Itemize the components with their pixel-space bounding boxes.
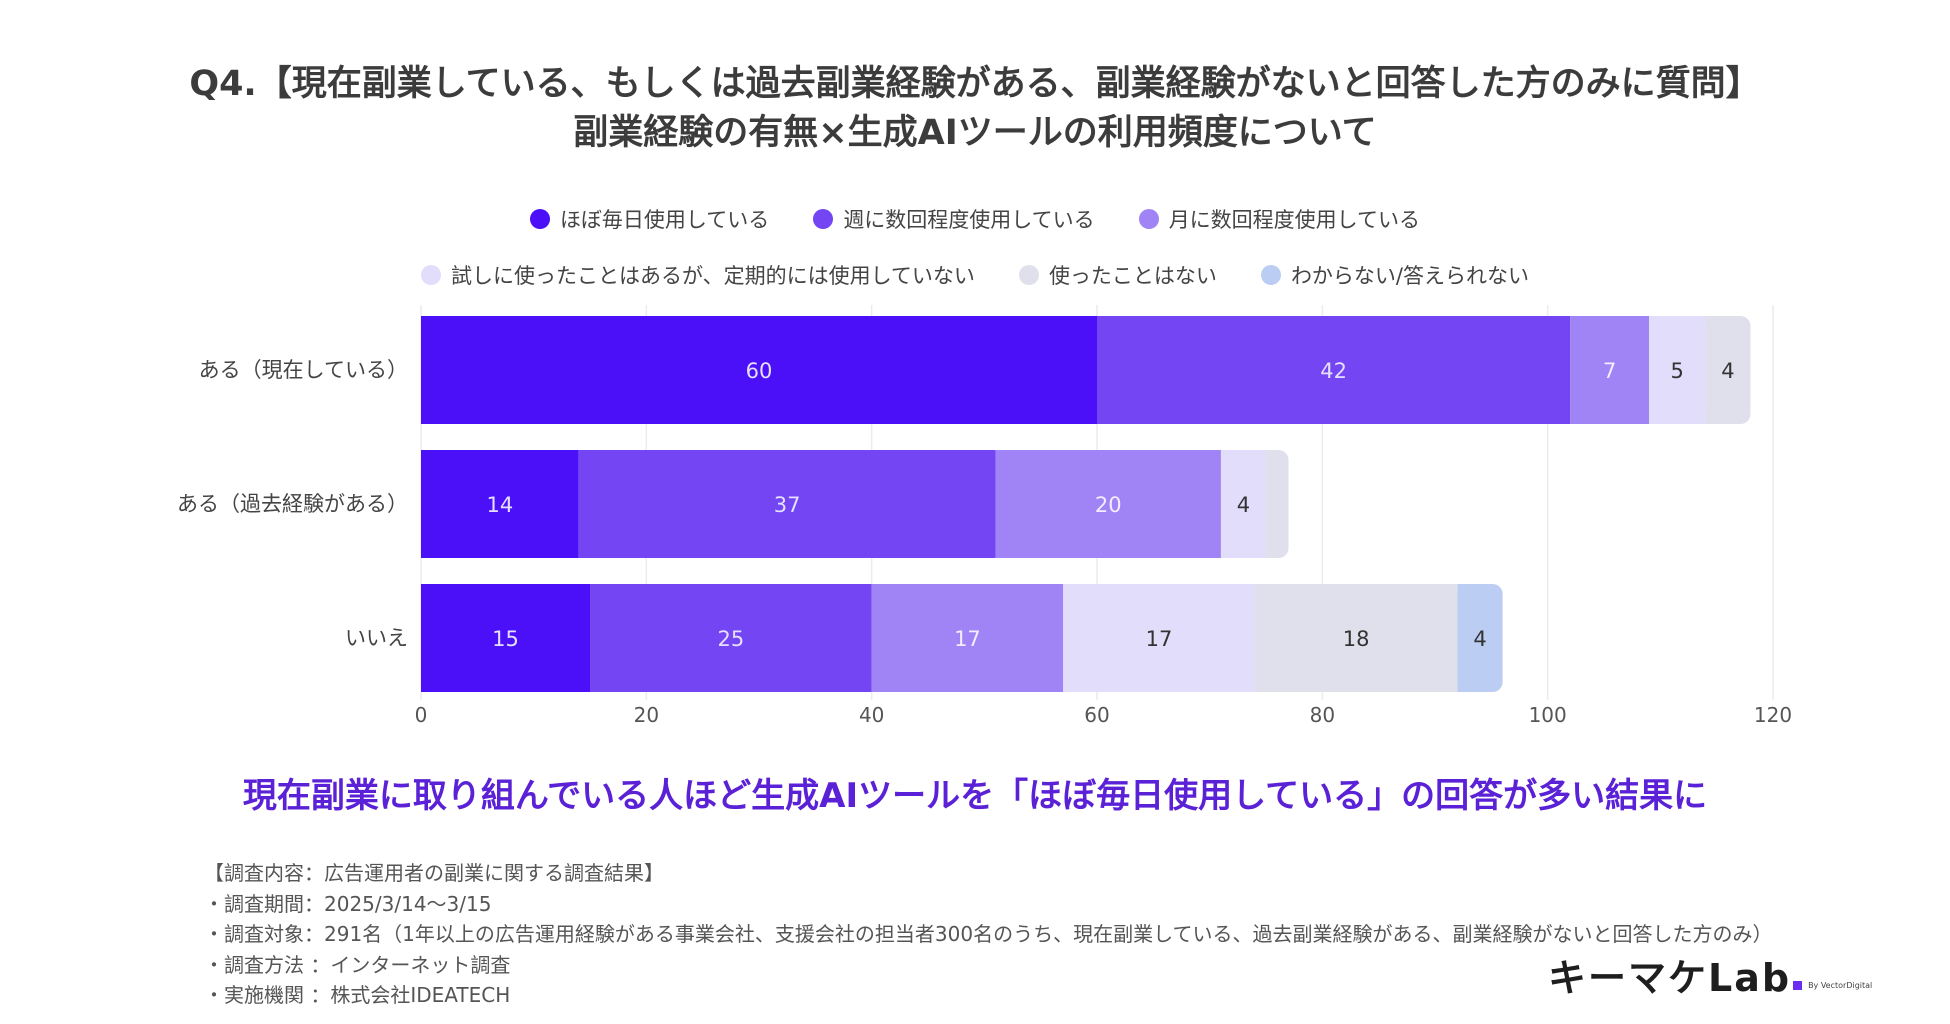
bar-segment [578,450,996,558]
legend-label: 月に数回程度使用している [1168,208,1421,232]
logo-text: キーマケLab [1548,956,1792,1000]
legend-row-2: 試しに使ったことはあるが、定期的には使用していない 使ったことはない わからない/答… [0,260,1950,290]
brand-logo: キーマケLab By VectorDigital [1548,952,1872,1000]
data-label: 25 [717,627,744,651]
legend-label: ほぼ毎日使用している [559,208,770,232]
legend-item: ほぼ毎日使用している [529,204,770,234]
bar-segment [421,584,590,692]
bar-segment [421,316,1097,424]
data-label: 20 [1095,493,1122,517]
category-label: ある（現在している） [199,358,408,382]
bar-segment [1649,316,1706,424]
chart-title-line2: 副業経験の有無×生成AIツールの利用頻度について [573,113,1377,153]
logo-subtext: By VectorDigital [1808,981,1873,990]
legend-swatch [1260,265,1281,285]
category-label: ある（過去経験がある） [177,492,408,516]
survey-note-period: ・調査期間：2025/3/14〜3/15 [204,891,492,916]
legend-label: 使ったことはない [1048,264,1217,288]
survey-note-target: ・調査対象：291名（1年以上の広告運用経験がある事業会社、支援会社の担当者30… [204,922,1773,946]
bar-segment [1570,316,1650,424]
data-label: 4 [1473,627,1486,651]
conclusion-text: 現在副業に取り組んでいる人ほど生成AIツールを「ほぼ毎日使用している」の回答が多… [242,776,1708,816]
survey-note-organization: ・実施機関 ：株式会社IDEATECH [204,983,511,1007]
data-label: 5 [1671,359,1684,383]
legend-item: 週に数回程度使用している [813,204,1095,234]
bar-segment [1097,316,1571,424]
legend-swatch [1018,265,1039,285]
legend-label: 試しに使ったことはあるが、定期的には使用していない [450,264,975,288]
legend-swatch [529,209,550,229]
bar-segment-fill [1266,450,1278,558]
legend-label: 週に数回程度使用している [843,208,1095,232]
survey-note-method: ・調査方法 ：インターネット調査 [204,952,511,977]
survey-note-content: 【調査内容：広告運用者の副業に関する調査結果】 [204,861,664,885]
data-label: 15 [492,627,519,651]
x-tick-label: 120 [1754,703,1792,727]
x-tick-label: 40 [859,703,884,727]
data-label: 17 [954,627,981,651]
stacked-bar-chart: 0 20 40 60 80 100 120 ある（現在している） 60 42 7 5 4 ある（過去経験が… [177,305,1792,727]
bar-segment [995,450,1221,558]
legend-item: 月に数回程度使用している [1138,204,1421,234]
legend-item: わからない/答えられない [1260,260,1530,290]
legend-swatch [1138,209,1159,229]
legend-swatch [813,209,834,229]
x-tick-label: 100 [1529,703,1567,727]
data-label: 37 [774,493,801,517]
chart-title-line1: Q4.【現在副業している、もしくは過去副業経験がある、副業経験がないと回答した方… [189,64,1761,104]
bar-segment [1254,584,1458,692]
bar-segment [1063,584,1255,692]
bar-segment [871,584,1064,692]
data-label: 17 [1146,627,1173,651]
legend-swatch [420,265,441,285]
bar-segment [1220,450,1266,558]
x-tick-label: 80 [1310,703,1335,727]
data-label: 4 [1721,359,1734,383]
data-label: 4 [1237,493,1250,517]
legend-item: 使ったことはない [1018,260,1217,290]
bar-segment [590,584,872,692]
data-label: 60 [746,359,773,383]
bar-segment-fill [1705,316,1718,424]
legend-label: わからない/答えられない [1290,264,1530,288]
bar-segment [421,450,579,558]
legend-row-1: ほぼ毎日使用している 週に数回程度使用している 月に数回程度使用している [0,204,1950,234]
x-tick-label: 20 [634,703,659,727]
x-tick-label: 60 [1084,703,1109,727]
category-label: いいえ [345,626,408,650]
data-label: 14 [486,493,513,517]
bar-segment-fill [1457,584,1470,692]
data-label: 42 [1320,359,1347,383]
x-tick-label: 0 [415,703,428,727]
data-label: 7 [1603,359,1616,383]
legend-item: 試しに使ったことはあるが、定期的には使用していない [420,260,975,290]
logo-dot [1793,981,1803,990]
survey-notes: 【調査内容：広告運用者の副業に関する調査結果】 ・調査期間：2025/3/14〜… [204,858,1772,1011]
data-label: 18 [1343,627,1370,651]
